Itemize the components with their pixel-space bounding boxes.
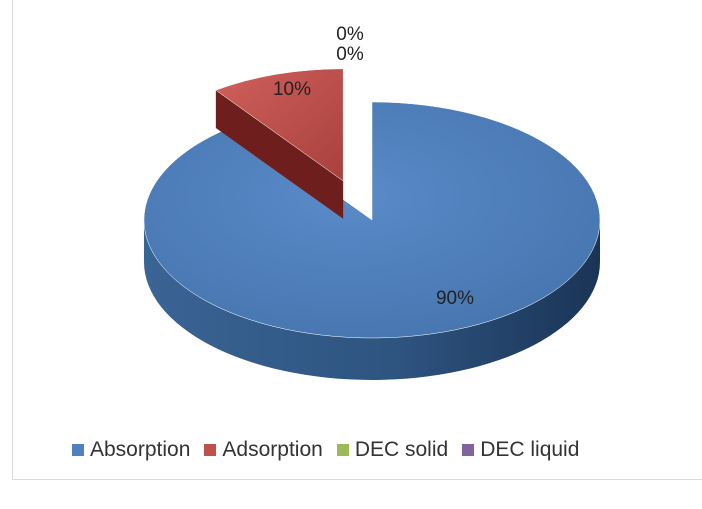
legend-swatch-dec-solid bbox=[336, 444, 349, 456]
data-label-dec-solid: 0% bbox=[336, 24, 364, 45]
legend-item-absorption: Absorption bbox=[72, 438, 190, 462]
legend-label-dec-liquid: DEC liquid bbox=[480, 438, 580, 461]
legend: Absorption Adsorption DEC solid DEC liquid bbox=[72, 438, 579, 462]
legend-item-adsorption: Adsorption bbox=[204, 438, 323, 462]
legend-label-dec-solid: DEC solid bbox=[354, 438, 449, 461]
legend-label-adsorption: Adsorption bbox=[222, 438, 323, 461]
slice-wall-adsorption bbox=[215, 90, 344, 219]
legend-item-dec-liquid: DEC liquid bbox=[462, 438, 579, 462]
slice-adsorption bbox=[215, 68, 344, 182]
data-label-absorption: 90% bbox=[436, 288, 474, 309]
chart-frame bbox=[12, 0, 702, 480]
data-label-dec-liquid: 0% bbox=[336, 44, 364, 65]
legend-item-dec-solid: DEC solid bbox=[336, 438, 449, 462]
legend-label-absorption: Absorption bbox=[90, 438, 191, 461]
legend-swatch-dec-liquid bbox=[462, 444, 475, 456]
legend-swatch-adsorption bbox=[204, 444, 217, 456]
data-label-adsorption: 10% bbox=[273, 79, 311, 100]
slice-side-absorption bbox=[144, 220, 600, 380]
legend-swatch-absorption bbox=[72, 444, 84, 456]
slice-absorption bbox=[143, 101, 601, 339]
